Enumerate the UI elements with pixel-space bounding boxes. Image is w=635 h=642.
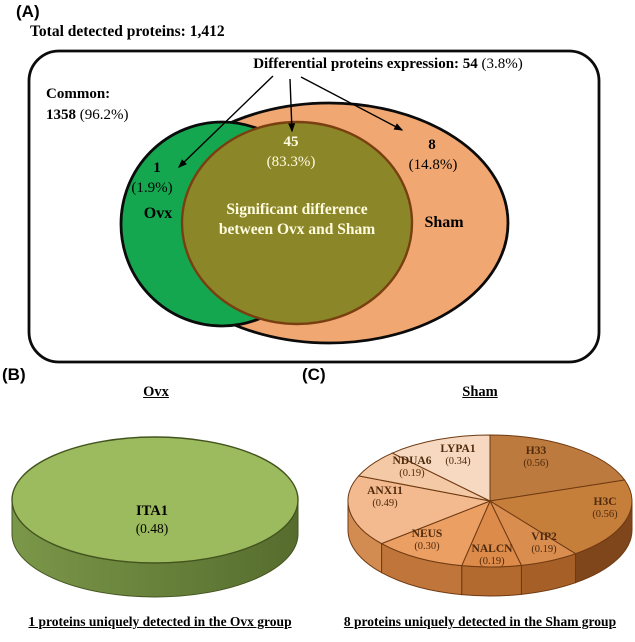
slice-label-name: NEUS	[411, 528, 443, 540]
slice-label-name: NALCN	[471, 543, 513, 555]
differential-label: Differential proteins expression: 54 (3.…	[253, 56, 523, 73]
slice-label-h33: H33 (0.56)	[523, 445, 548, 470]
pie-slice-NEUS	[380, 500, 491, 567]
panel-c-caption: 8 proteins uniquely detected in the Sham…	[343, 614, 617, 629]
pie-b-slice-value: (0.48)	[135, 521, 169, 536]
common-block: Common: 1358 (96.2%)	[46, 84, 129, 126]
slice-label-lypa1: LYPA1 (0.34)	[440, 443, 475, 468]
arrow-to-overlap	[288, 78, 296, 133]
overlap-description-line1: Significant difference	[226, 201, 368, 218]
slice-label-anx11: ANX11 (0.49)	[367, 485, 403, 510]
total-proteins-title: Total detected proteins: 1,412	[30, 23, 225, 40]
overlap-pct: (83.3%)	[266, 154, 316, 170]
pie-top-ITA1	[11, 436, 299, 564]
panel-c-title: Sham	[462, 384, 498, 400]
pie-charts-layer	[11, 434, 633, 598]
slice-label-value: (0.56)	[592, 508, 618, 520]
ovx-unique-count: 1	[153, 160, 161, 176]
slice-label-ndua6: NDUA6 (0.19)	[393, 455, 432, 480]
sham-unique-pct: (14.8%)	[408, 157, 458, 173]
pie-slice-H33	[489, 434, 626, 502]
common-count: 1358	[46, 107, 76, 123]
pie-b-slice-label: ITA1 (0.48)	[136, 503, 169, 537]
slice-label-name: H3C	[593, 496, 617, 508]
venn-overlap-ellipse	[180, 120, 414, 326]
slice-label-value: (0.19)	[479, 555, 505, 567]
differential-label-pct: (3.8%)	[481, 56, 523, 72]
sham-set-label: Sham	[424, 214, 464, 231]
slice-label-value: (0.19)	[399, 467, 425, 479]
overlap-count: 45	[283, 134, 299, 150]
pie-b-slice-name: ITA1	[136, 503, 168, 519]
ovx-unique-pct: (1.9%)	[131, 180, 173, 196]
slice-label-value: (0.49)	[372, 497, 398, 509]
slice-label-name: H33	[525, 445, 547, 457]
slice-label-vip2: VIP2 (0.19)	[531, 531, 557, 556]
slice-label-name: ANX11	[367, 485, 403, 497]
slice-label-value: (0.56)	[523, 457, 549, 469]
slice-label-name: NDUA6	[392, 455, 432, 467]
sham-unique-count: 8	[428, 137, 436, 153]
panel-a-letter: (A)	[16, 2, 40, 21]
pie-slice-LYPA1	[391, 434, 491, 502]
slice-label-neus: NEUS (0.30)	[412, 528, 443, 553]
slice-label-h3c: H3C (0.56)	[592, 496, 617, 521]
slice-label-value: (0.30)	[414, 540, 440, 552]
slice-label-nalcn: NALCN (0.19)	[472, 543, 513, 568]
common-title: Common:	[46, 86, 111, 102]
overlap-description: Significant difference between Ovx and S…	[219, 200, 375, 240]
panel-b-caption: 1 proteins uniquely detected in the Ovx …	[28, 614, 292, 629]
differential-label-bold: Differential proteins expression: 54	[253, 56, 478, 72]
slice-label-name: VIP2	[531, 531, 557, 543]
panel-b-letter: (B)	[2, 365, 26, 384]
slice-label-name: LYPA1	[440, 443, 476, 455]
common-pct: (96.2%)	[79, 107, 129, 123]
arrow-to-sham-unique	[300, 76, 404, 131]
pie-side-NALCN	[461, 564, 522, 597]
pie-slice-H3C	[488, 479, 633, 555]
arrow-to-ovx-unique	[177, 75, 274, 168]
ovx-set-label: Ovx	[143, 205, 173, 222]
common-value: 1358 (96.2%)	[46, 105, 129, 126]
slice-label-value: (0.19)	[531, 543, 557, 555]
panel-c-letter: (C)	[302, 365, 326, 384]
overlap-description-line2: between Ovx and Sham	[218, 221, 376, 238]
slice-label-value: (0.34)	[445, 455, 471, 467]
pie-slice-ANX11	[347, 475, 492, 545]
panel-b-title: Ovx	[143, 384, 169, 400]
